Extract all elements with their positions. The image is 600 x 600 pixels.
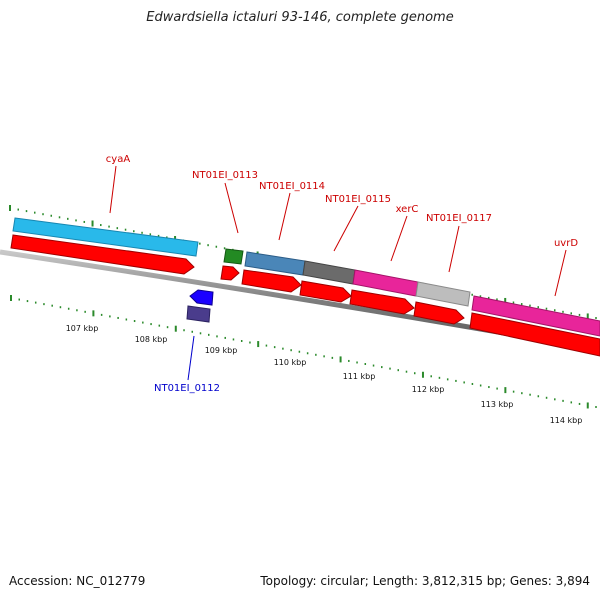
label-xerC[interactable]: xerC	[396, 204, 419, 215]
ruler-label: 108 kbp	[135, 335, 168, 344]
label-nt0113[interactable]: NT01EI_0113	[192, 170, 258, 181]
gene-labels: cyaA NT01EI_0113 NT01EI_0114 NT01EI_0115…	[106, 154, 579, 394]
reverse-strand-features	[186, 289, 214, 323]
ruler-label: 107 kbp	[66, 324, 99, 333]
label-uvrD[interactable]: uvrD	[554, 238, 578, 249]
label-nt0117[interactable]: NT01EI_0117	[426, 213, 492, 224]
cds-cyaA[interactable]	[10, 234, 195, 275]
cds-track-forward	[10, 234, 600, 357]
cds-nt0117[interactable]	[413, 301, 465, 325]
feature-track-forward	[12, 217, 600, 337]
feature-cyaA[interactable]	[12, 217, 199, 257]
label-nt0112[interactable]: NT01EI_0112	[154, 383, 220, 394]
cds-uvrD[interactable]	[469, 312, 600, 357]
accession-text: Accession: NC_012779	[9, 574, 146, 588]
ruler-label: 111 kbp	[343, 372, 376, 381]
leader-nt0114	[278, 192, 291, 241]
cds-xerC[interactable]	[349, 289, 415, 315]
cds-nt0115[interactable]	[299, 280, 352, 303]
feature-nt0117[interactable]	[415, 281, 471, 307]
ruler-label: 114 kbp	[550, 416, 583, 425]
cds-nt0112[interactable]	[189, 289, 214, 306]
topology-text: Topology: circular; Length: 3,812,315 bp…	[260, 574, 590, 588]
feature-nt0115[interactable]	[302, 260, 356, 285]
ruler-label: 112 kbp	[412, 385, 445, 394]
map-title: Edwardsiella ictaluri 93-146, complete g…	[146, 10, 454, 25]
ruler-label: 109 kbp	[205, 346, 238, 355]
leader-xerC	[390, 215, 408, 262]
leader-nt0115	[333, 205, 359, 252]
inner-tick-ring	[10, 295, 597, 409]
cds-nt0114[interactable]	[241, 269, 302, 293]
feature-nt0113[interactable]	[223, 248, 244, 265]
leader-nt0113	[224, 182, 239, 234]
ruler-labels: 107 kbp 108 kbp 109 kbp 110 kbp 111 kbp …	[66, 324, 583, 425]
label-nt0114[interactable]: NT01EI_0114	[259, 181, 325, 192]
cds-nt0113[interactable]	[220, 265, 240, 281]
feature-nt0112[interactable]	[186, 305, 211, 323]
label-nt0115[interactable]: NT01EI_0115	[325, 194, 391, 205]
ruler-label: 110 kbp	[274, 358, 307, 367]
label-leaders	[109, 165, 567, 381]
leader-uvrD	[554, 249, 567, 297]
label-cyaA[interactable]: cyaA	[106, 154, 131, 165]
ruler-label: 113 kbp	[481, 400, 514, 409]
leader-cyaA	[109, 165, 117, 214]
feature-uvrD[interactable]	[471, 295, 600, 337]
leader-nt0112	[187, 335, 195, 381]
leader-nt0117	[448, 225, 460, 273]
